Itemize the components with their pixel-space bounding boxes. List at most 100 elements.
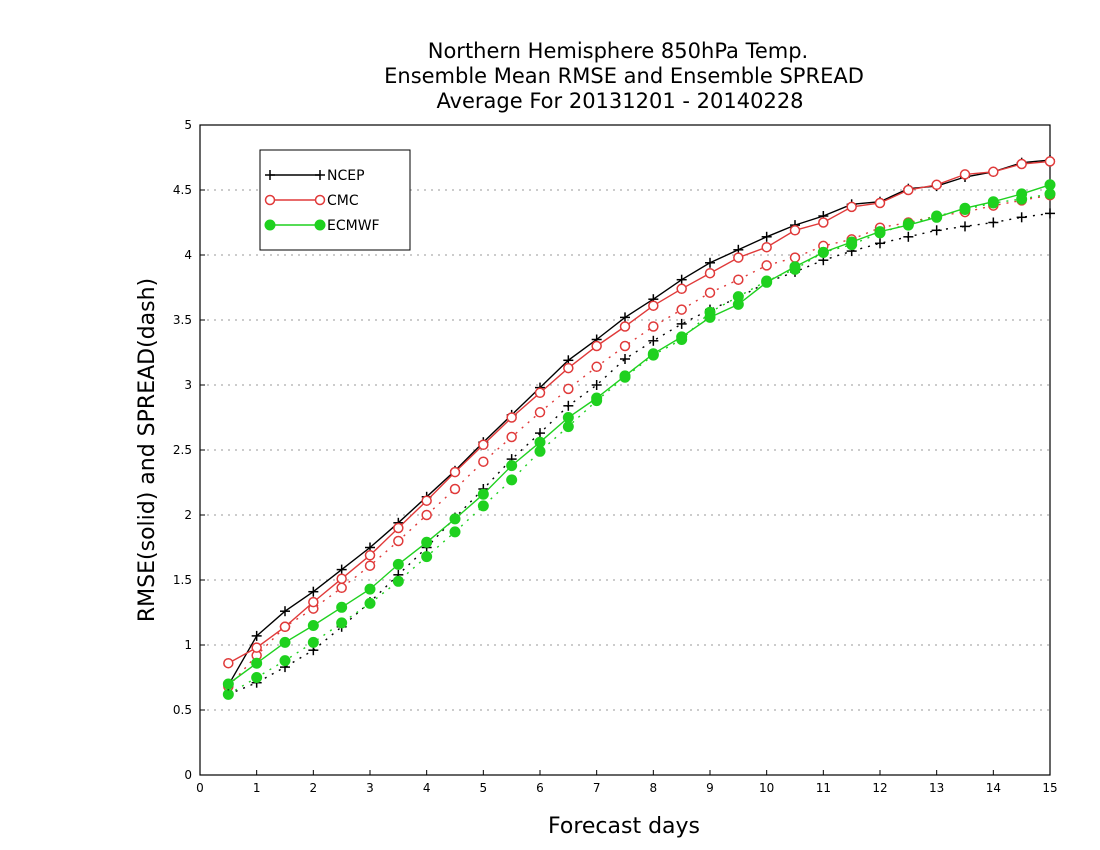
point-cmc-spread bbox=[789, 252, 801, 263]
point-ecmwf-rmse bbox=[732, 298, 744, 310]
point-cmc-spread bbox=[336, 582, 347, 594]
series-ncep-spread bbox=[223, 208, 1055, 700]
point-ecmwf-spread bbox=[449, 526, 461, 538]
point-cmc-spread bbox=[421, 509, 432, 521]
title-line-2: Ensemble Mean RMSE and Ensemble SPREAD bbox=[384, 64, 864, 88]
point-ecmwf-rmse bbox=[846, 236, 858, 248]
point-ncep-spread bbox=[960, 221, 970, 232]
point-ecmwf-rmse bbox=[421, 536, 433, 548]
x-tick-label: 12 bbox=[872, 781, 887, 795]
point-ecmwf-spread bbox=[534, 445, 546, 457]
legend-marker bbox=[314, 194, 326, 206]
x-axis-label: Forecast days bbox=[548, 814, 700, 839]
point-cmc-spread bbox=[478, 456, 489, 467]
point-ncep-rmse bbox=[336, 564, 347, 575]
y-tick-label: 3.5 bbox=[173, 313, 192, 327]
point-cmc-rmse bbox=[393, 522, 404, 534]
x-tick-label: 1 bbox=[253, 781, 261, 795]
point-ecmwf-spread bbox=[1044, 188, 1056, 200]
point-cmc-rmse bbox=[336, 573, 347, 584]
point-cmc-rmse bbox=[818, 217, 829, 228]
point-ecmwf-rmse bbox=[1044, 179, 1056, 191]
point-cmc-rmse bbox=[449, 466, 461, 478]
point-cmc-rmse bbox=[874, 197, 886, 209]
x-tick-label: 7 bbox=[593, 781, 601, 795]
x-tick-label: 9 bbox=[706, 781, 714, 795]
point-ncep-rmse bbox=[620, 312, 630, 323]
point-cmc-spread bbox=[534, 407, 546, 418]
x-tick-label: 2 bbox=[310, 781, 318, 795]
point-cmc-rmse bbox=[733, 252, 744, 263]
point-ecmwf-rmse bbox=[477, 488, 489, 500]
point-ncep-spread bbox=[648, 335, 659, 346]
point-cmc-rmse bbox=[1044, 156, 1056, 167]
line-ncep-spread bbox=[228, 212, 1051, 696]
point-ncep-spread bbox=[1045, 208, 1055, 219]
point-ncep-spread bbox=[988, 217, 999, 228]
point-ncep-rmse bbox=[676, 274, 687, 285]
point-cmc-rmse bbox=[364, 550, 376, 561]
series-ecmwf-spread bbox=[222, 188, 1056, 700]
point-cmc-rmse bbox=[563, 362, 574, 374]
point-ecmwf-spread bbox=[336, 617, 348, 629]
x-tick-label: 15 bbox=[1042, 781, 1057, 795]
point-ecmwf-rmse bbox=[449, 513, 461, 525]
point-cmc-rmse bbox=[959, 169, 971, 180]
point-cmc-rmse bbox=[1016, 158, 1027, 170]
legend-label: CMC bbox=[327, 193, 359, 209]
y-tick-label: 0 bbox=[184, 768, 192, 782]
point-ncep-spread bbox=[875, 238, 885, 249]
point-ecmwf-spread bbox=[251, 672, 263, 683]
series-cmc-spread bbox=[223, 189, 1056, 692]
x-tick-label: 14 bbox=[986, 781, 1001, 795]
legend-item-ecmwf: ECMWF bbox=[264, 218, 380, 234]
line-ecmwf-rmse bbox=[227, 184, 1051, 685]
x-tick-label: 4 bbox=[423, 781, 431, 795]
y-tick-label: 3 bbox=[184, 378, 192, 392]
point-ncep-rmse bbox=[251, 630, 262, 641]
y-tick-label: 2 bbox=[184, 508, 192, 522]
legend-marker bbox=[314, 219, 326, 231]
point-ecmwf-rmse bbox=[987, 196, 999, 208]
point-cmc-spread bbox=[648, 321, 659, 332]
point-ecmwf-rmse bbox=[1016, 188, 1028, 200]
point-cmc-rmse bbox=[676, 283, 687, 295]
point-ncep-spread bbox=[620, 354, 630, 364]
point-ecmwf-spread bbox=[364, 597, 376, 609]
line-ecmwf-spread bbox=[227, 193, 1051, 696]
point-ncep-spread bbox=[931, 225, 942, 236]
point-cmc-rmse bbox=[931, 179, 942, 191]
x-tick-label: 11 bbox=[816, 781, 831, 795]
x-tick-label: 3 bbox=[366, 781, 374, 795]
x-tick-label: 8 bbox=[650, 781, 658, 795]
point-ncep-spread bbox=[903, 231, 914, 242]
point-cmc-spread bbox=[364, 560, 376, 571]
point-cmc-rmse bbox=[648, 300, 659, 311]
point-cmc-rmse bbox=[704, 267, 716, 279]
point-ecmwf-rmse bbox=[591, 392, 603, 404]
y-tick-label: 5 bbox=[184, 118, 192, 132]
point-cmc-rmse bbox=[251, 642, 262, 653]
point-ecmwf-rmse bbox=[307, 620, 319, 631]
title-line-1: Northern Hemisphere 850hPa Temp. bbox=[428, 39, 808, 63]
point-ecmwf-rmse bbox=[902, 219, 914, 231]
point-ecmwf-spread bbox=[222, 688, 234, 700]
x-axis-ticks: 0 1 2 3 4 5 6 7 8 9 10 11 12 13 14 15 bbox=[196, 770, 1058, 795]
point-cmc-spread bbox=[591, 361, 602, 373]
title-line-3: Average For 20131201 - 20140228 bbox=[436, 89, 803, 113]
legend-label: NCEP bbox=[327, 168, 365, 184]
point-cmc-spread bbox=[393, 535, 404, 547]
point-ecmwf-rmse bbox=[931, 211, 943, 223]
point-ecmwf-rmse bbox=[647, 348, 659, 360]
y-tick-label: 0.5 bbox=[173, 703, 192, 717]
series-layer bbox=[222, 155, 1056, 700]
point-ecmwf-spread bbox=[279, 655, 291, 667]
point-ecmwf-rmse bbox=[279, 636, 291, 648]
point-ecmwf-rmse bbox=[534, 436, 546, 448]
point-ncep-rmse bbox=[280, 606, 290, 617]
point-cmc-rmse bbox=[478, 439, 489, 451]
point-ecmwf-rmse bbox=[364, 583, 376, 595]
point-ecmwf-spread bbox=[392, 575, 404, 587]
x-tick-label: 10 bbox=[759, 781, 774, 795]
